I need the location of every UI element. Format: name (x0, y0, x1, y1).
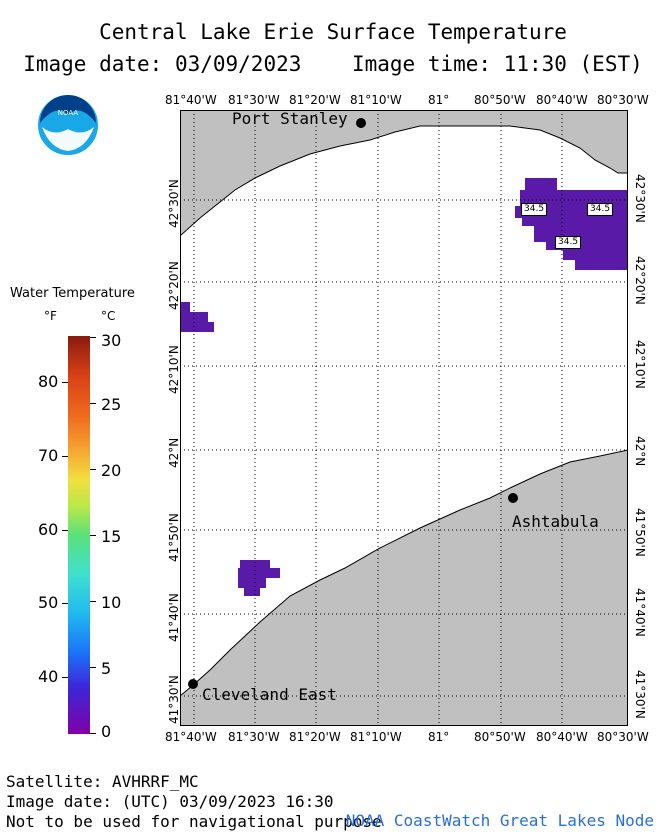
colorbar-label-f: 80 (38, 372, 59, 391)
lon-label-top: 80°40'W (536, 93, 588, 107)
colorbar-tick-c (90, 403, 96, 404)
colorbar-label-c: 20 (101, 461, 122, 480)
lat-label-right: 42°30'N (633, 174, 647, 223)
lon-label-bottom: 81° (428, 730, 450, 744)
colorbar-tick-c (90, 535, 96, 536)
colorbar-label-c: 10 (101, 593, 122, 612)
legend-title: Water Temperature (10, 286, 135, 301)
lat-label-left: 42°N (167, 437, 181, 468)
colorbar-label-f: 40 (38, 667, 59, 686)
lat-label-right: 42°N (633, 436, 647, 467)
footer-utc-date: Image date: (UTC) 03/09/2023 16:30 (6, 792, 334, 811)
colorbar-label-c: 25 (101, 395, 122, 414)
colorbar-tick-f (62, 382, 68, 383)
lat-label-left: 41°50'N (167, 513, 181, 562)
temperature-colorbar (68, 336, 90, 734)
cold-patch-northeast (515, 178, 628, 270)
lat-label-right: 41°40'N (633, 588, 647, 637)
colorbar-tick-f (62, 456, 68, 457)
colorbar-label-c: 5 (101, 659, 112, 678)
cleveland-east-marker (188, 679, 198, 689)
lat-label-left: 41°40'N (167, 593, 181, 642)
sst-label: 34.5 (555, 236, 582, 249)
land-ontario (180, 110, 628, 237)
colorbar-tick-c (90, 667, 96, 668)
colorbar-tick-f (62, 530, 68, 531)
colorbar-label-c: 15 (101, 527, 122, 546)
ashtabula-marker (508, 493, 518, 503)
noaa-logo-text: NOAA (58, 109, 79, 117)
lon-label-bottom: 81°10'W (350, 730, 402, 744)
port-stanley-marker (356, 118, 366, 128)
legend-unit-f: °F (44, 309, 57, 323)
lat-label-left: 42°10'N (167, 345, 181, 394)
lon-label-bottom: 80°50'W (474, 730, 526, 744)
lon-label-top: 81°40'W (165, 93, 217, 107)
lon-label-top: 80°30'W (597, 93, 649, 107)
lon-label-top: 81°10'W (350, 93, 402, 107)
sst-label: 34.5 (587, 203, 614, 216)
graticule (180, 110, 628, 726)
lon-label-top: 81° (428, 93, 450, 107)
legend-unit-c: °C (101, 309, 116, 323)
lat-label-right: 41°50'N (633, 508, 647, 557)
footer-credit: NOAA CoastWatch Great Lakes Node (345, 811, 654, 830)
label-port-stanley: Port Stanley (232, 109, 348, 128)
lon-label-bottom: 81°20'W (289, 730, 341, 744)
land-ohio (180, 449, 628, 726)
footer-satellite: Satellite: AVHRRF_MC (6, 772, 199, 791)
lat-label-left: 41°30'N (167, 675, 181, 724)
image-date-line: Image date: 03/09/2023 Image time: 11:30… (23, 52, 643, 76)
footer-disclaimer: Not to be used for navigational purpose (6, 812, 382, 831)
lat-label-right: 42°20'N (633, 256, 647, 305)
colorbar-label-c: 30 (101, 331, 122, 350)
map-title: Central Lake Erie Surface Temperature (99, 20, 567, 44)
lon-label-bottom: 81°40'W (165, 730, 217, 744)
lon-label-top: 80°50'W (474, 93, 526, 107)
colorbar-label-f: 50 (38, 593, 59, 612)
label-cleveland-east: Cleveland East (202, 685, 337, 704)
colorbar-tick-c (90, 469, 96, 470)
lake-map (180, 110, 628, 726)
lon-label-bottom: 80°30'W (597, 730, 649, 744)
cold-patch-west (180, 302, 214, 332)
cold-patch-south (238, 560, 280, 596)
colorbar-tick-f (62, 603, 68, 604)
colorbar-tick-c (90, 733, 96, 734)
noaa-logo: NOAA (36, 93, 100, 157)
lat-label-left: 42°20'N (167, 261, 181, 310)
colorbar-tick-f (62, 677, 68, 678)
colorbar-tick-c (90, 601, 96, 602)
lon-label-bottom: 81°30'W (228, 730, 280, 744)
map-frame (180, 110, 628, 726)
lon-label-top: 81°20'W (289, 93, 341, 107)
lon-label-top: 81°30'W (228, 93, 280, 107)
colorbar-label-f: 60 (38, 520, 59, 539)
sst-label: 34.5 (521, 203, 548, 216)
colorbar-label-f: 70 (38, 446, 59, 465)
lat-label-right: 42°10'N (633, 340, 647, 389)
label-ashtabula: Ashtabula (512, 512, 599, 531)
cold-water-patches (180, 178, 628, 596)
lat-label-left: 42°30'N (167, 179, 181, 228)
colorbar-label-c: 0 (101, 722, 112, 741)
lon-label-bottom: 80°40'W (536, 730, 588, 744)
lat-label-right: 41°30'N (633, 670, 647, 719)
colorbar-tick-c (90, 337, 96, 338)
